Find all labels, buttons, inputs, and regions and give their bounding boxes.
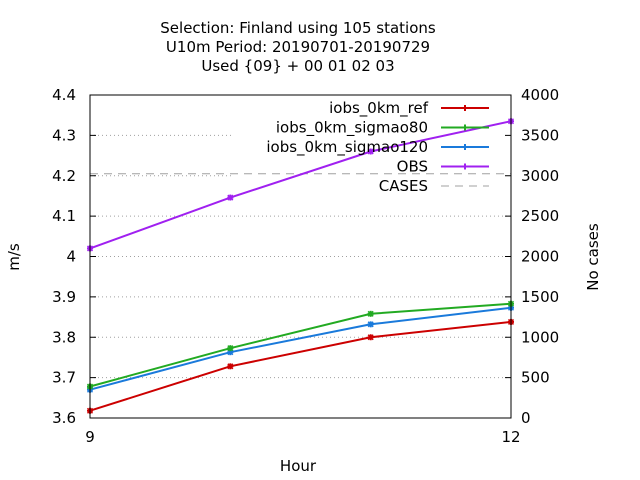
y2-tick-label: 4000 bbox=[521, 86, 559, 104]
y-tick-label: 3.6 bbox=[52, 409, 76, 427]
legend-label: CASES bbox=[379, 177, 428, 195]
y-tick-label: 4.4 bbox=[52, 86, 76, 104]
title-line: Selection: Finland using 105 stations bbox=[160, 19, 436, 37]
y-tick-label: 3.9 bbox=[52, 288, 76, 306]
y2-tick-label: 3500 bbox=[521, 126, 559, 144]
data-point bbox=[367, 334, 374, 341]
data-point bbox=[367, 310, 374, 317]
legend: iobs_0km_refiobs_0km_sigmao80iobs_0km_si… bbox=[266, 99, 489, 195]
legend-label: iobs_0km_sigmao80 bbox=[276, 119, 428, 138]
data-point bbox=[227, 345, 234, 352]
y-axis-label: m/s bbox=[5, 243, 23, 271]
y2-tick-label: 1500 bbox=[521, 288, 559, 306]
y2-axis-label: No cases bbox=[584, 223, 602, 291]
data-point bbox=[227, 363, 234, 370]
legend-marker bbox=[462, 144, 468, 150]
series-line bbox=[89, 302, 512, 388]
x-tick-label: 9 bbox=[85, 428, 95, 446]
y-tick-label: 3.7 bbox=[52, 369, 76, 387]
x-tick-label: 12 bbox=[501, 428, 520, 446]
y2-tick-label: 2500 bbox=[521, 207, 559, 225]
legend-marker bbox=[462, 124, 468, 131]
y2-tick-label: 1000 bbox=[521, 328, 559, 346]
legend-marker bbox=[462, 163, 468, 170]
axis-ticks: 3.6 3.7 3.8 3.9 4 4.1 4.2 4.3 4.4 0 500 1000 1500 200… bbox=[52, 86, 559, 446]
x-axis-label: Hour bbox=[280, 457, 317, 475]
y-tick-label: 3.8 bbox=[52, 328, 76, 346]
series-line bbox=[89, 306, 512, 391]
data-point bbox=[367, 321, 374, 328]
legend-label: iobs_0km_ref bbox=[329, 99, 429, 118]
y-tick-label: 4 bbox=[66, 248, 76, 266]
y2-tick-label: 3000 bbox=[521, 167, 559, 185]
series-line bbox=[89, 320, 512, 412]
series-line bbox=[89, 120, 512, 250]
data-point bbox=[367, 148, 374, 155]
data-point bbox=[227, 194, 234, 201]
grid-lines bbox=[90, 134, 511, 379]
title-line: Used {09} + 00 01 02 03 bbox=[201, 57, 394, 75]
series-lines bbox=[86, 118, 515, 414]
y-tick-label: 4.1 bbox=[52, 207, 76, 225]
y-tick-label: 4.3 bbox=[52, 126, 76, 144]
y2-tick-label: 2000 bbox=[521, 248, 559, 266]
legend-label: OBS bbox=[397, 158, 428, 176]
y-tick-label: 4.2 bbox=[52, 167, 76, 185]
chart-title: Selection: Finland using 105 stationsU10… bbox=[160, 19, 436, 75]
title-line: U10m Period: 20190701-20190729 bbox=[166, 38, 430, 56]
y2-tick-label: 500 bbox=[521, 369, 550, 387]
legend-marker bbox=[462, 105, 468, 111]
y2-tick-label: 0 bbox=[521, 409, 531, 427]
legend-label: iobs_0km_sigmao120 bbox=[266, 138, 428, 157]
